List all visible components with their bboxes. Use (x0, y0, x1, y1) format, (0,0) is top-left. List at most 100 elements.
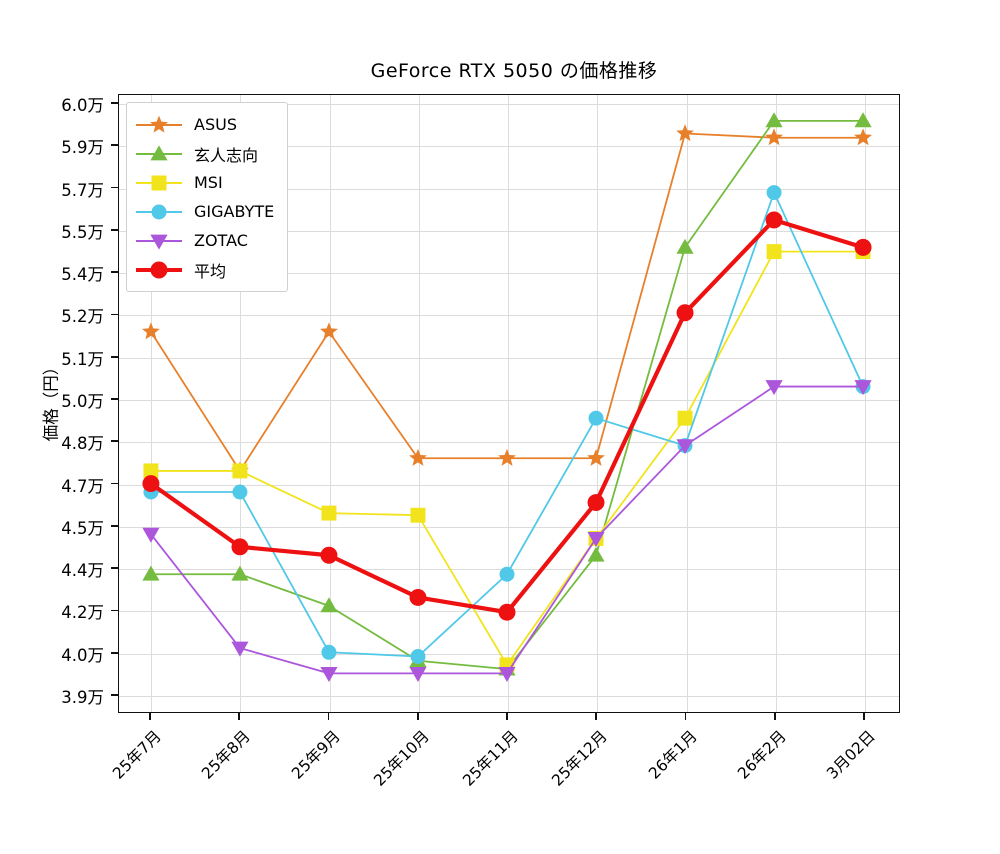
data-point-marker (676, 439, 694, 455)
y-axis-tick-label: 3.9万 (61, 688, 104, 707)
y-axis-tick (111, 144, 118, 147)
series-ZOTAC (142, 380, 872, 682)
legend-swatch (136, 204, 182, 220)
y-axis-tick-label: 5.5万 (61, 222, 104, 242)
y-gridline (119, 230, 899, 232)
x-gridline (418, 95, 420, 712)
x-axis-tick (149, 713, 151, 720)
data-point-marker (765, 211, 783, 229)
data-point-marker (320, 597, 338, 613)
legend-item-平均[interactable]: 平均 (136, 255, 274, 284)
data-point-marker (142, 527, 160, 543)
data-point-marker (854, 238, 872, 256)
data-point-marker (766, 185, 782, 201)
y-axis-tick (111, 609, 118, 612)
data-point-marker (766, 244, 782, 260)
y-gridline (119, 442, 899, 444)
data-point-marker (410, 507, 426, 523)
y-gridline (119, 315, 899, 317)
x-gridline (240, 95, 242, 712)
data-point-marker (150, 115, 168, 133)
data-point-marker (142, 322, 160, 340)
legend-marker-square-icon (151, 175, 167, 190)
data-point-marker (320, 546, 338, 564)
data-point-marker (142, 475, 160, 493)
y-axis-tick-label: 5.1万 (61, 349, 104, 369)
legend-item-ASUS[interactable]: ASUS (136, 110, 274, 139)
x-gridline (508, 95, 509, 712)
x-gridline (151, 95, 152, 712)
legend-item-ZOTAC[interactable]: ZOTAC (136, 226, 274, 255)
legend-label: ZOTAC (194, 231, 248, 250)
legend-marker-star-icon (150, 115, 168, 133)
y-axis-tick-label: 5.0万 (61, 392, 104, 411)
y-axis-tick-label: 5.2万 (61, 307, 104, 327)
data-layer (119, 95, 899, 712)
x-gridline (775, 95, 777, 712)
x-axis-tick (595, 713, 598, 720)
y-axis-tick (111, 355, 118, 358)
y-axis-tick (111, 398, 118, 400)
x-axis-tick (327, 713, 330, 720)
data-point-marker (499, 566, 515, 582)
y-gridline (119, 653, 899, 655)
y-axis-tick-label: 5.9万 (61, 138, 104, 158)
y-axis-tick-label: 4.0万 (61, 645, 104, 665)
legend-item-GIGABYTE[interactable]: GIGABYTE (136, 197, 274, 226)
data-point-marker (854, 380, 872, 396)
data-point-marker (854, 128, 872, 146)
data-point-marker (765, 380, 783, 396)
y-axis-tick-label: 4.7万 (61, 476, 104, 496)
legend-item-MSI[interactable]: MSI (136, 168, 274, 197)
x-axis-tick (506, 713, 508, 720)
y-axis-tick (111, 186, 118, 189)
legend-item-玄人志向[interactable]: 玄人志向 (136, 139, 274, 168)
chart-legend: ASUS 玄人志向 MSI GIGABYTE ZOTAC 平均 (126, 102, 289, 292)
data-point-marker (232, 484, 248, 500)
data-point-marker (320, 666, 338, 682)
y-axis-tick-label: 4.5万 (61, 518, 104, 538)
data-point-marker (587, 546, 605, 562)
chart-title: GeForce RTX 5050 の価格推移 (370, 60, 658, 82)
legend-label: 平均 (194, 261, 227, 281)
legend-label: ASUS (194, 115, 237, 134)
data-point-marker (409, 448, 427, 466)
data-point-marker (231, 538, 249, 556)
data-point-marker (498, 603, 516, 621)
y-axis-tick (111, 313, 118, 316)
x-axis-tick (684, 713, 687, 720)
data-point-marker (320, 322, 338, 340)
legend-label: 玄人志向 (194, 145, 259, 165)
y-axis-tick (111, 229, 118, 231)
y-axis-tick-label: 4.2万 (61, 603, 104, 623)
y-axis-tick (111, 525, 118, 527)
data-point-marker (231, 565, 249, 581)
data-point-marker (321, 644, 337, 660)
data-point-marker (676, 304, 694, 322)
y-gridline (119, 400, 899, 401)
y-gridline (119, 526, 899, 528)
y-axis-tick-label: 4.8万 (61, 434, 104, 454)
x-axis-tick (238, 713, 241, 720)
legend-label: MSI (194, 173, 223, 192)
legend-marker-circle-icon (150, 261, 168, 278)
data-point-marker (854, 112, 872, 128)
series-GIGABYTE (143, 185, 871, 664)
legend-swatch (136, 115, 182, 133)
y-gridline (119, 696, 899, 697)
x-axis-tick (416, 713, 419, 720)
data-point-marker (231, 641, 249, 657)
legend-swatch (136, 233, 182, 250)
y-axis-tick-label: 5.7万 (61, 180, 104, 200)
series-svg (142, 112, 872, 682)
legend-swatch (136, 175, 182, 191)
x-axis-tick (863, 713, 865, 720)
x-axis-tick (773, 713, 776, 720)
legend-swatch (136, 144, 182, 162)
legend-marker-triangle-down-icon (150, 234, 168, 250)
data-point-marker (232, 463, 248, 479)
y-axis-tick-label: 6.0万 (61, 96, 104, 115)
y-gridline (119, 273, 899, 275)
data-point-marker (150, 234, 168, 250)
data-point-marker (142, 565, 160, 581)
